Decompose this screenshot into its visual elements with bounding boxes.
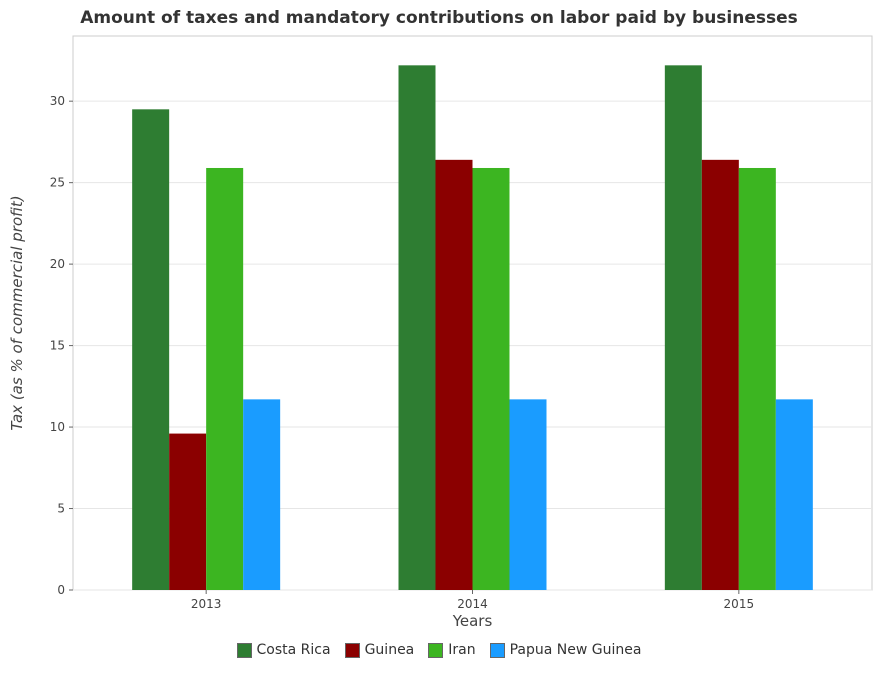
legend-item: Iran — [428, 642, 476, 658]
legend-item: Costa Rica — [236, 642, 331, 658]
x-tick-label: 2013 — [191, 597, 222, 611]
legend-item: Papua New Guinea — [489, 642, 642, 658]
bar — [664, 65, 702, 591]
y-tick-label: 15 — [50, 339, 65, 353]
bar — [132, 109, 170, 590]
legend-swatch — [344, 642, 360, 658]
legend-label: Guinea — [364, 642, 415, 658]
bar — [701, 159, 739, 590]
legend-label: Papua New Guinea — [509, 642, 642, 658]
chart-title: Amount of taxes and mandatory contributi… — [80, 8, 798, 28]
legend-label: Iran — [448, 642, 476, 658]
y-tick-label: 10 — [50, 420, 65, 434]
bar — [169, 433, 207, 590]
y-axis-label: Tax (as % of commercial profit) — [8, 195, 26, 430]
bar — [398, 65, 436, 591]
legend-swatch — [236, 642, 252, 658]
legend-swatch — [489, 642, 505, 658]
legend-label: Costa Rica — [256, 642, 331, 658]
y-tick-label: 30 — [50, 94, 65, 108]
bar — [472, 167, 510, 590]
bar — [243, 399, 281, 590]
x-axis-label: Years — [452, 612, 493, 630]
bar — [738, 167, 776, 590]
legend-item: Guinea — [344, 642, 415, 658]
bar — [206, 167, 244, 590]
y-tick-label: 25 — [50, 176, 65, 190]
y-tick-label: 0 — [57, 583, 65, 597]
legend-swatch — [428, 642, 444, 658]
x-tick-label: 2015 — [724, 597, 755, 611]
y-tick-label: 5 — [57, 502, 65, 516]
bar — [775, 399, 813, 590]
bar — [435, 159, 473, 590]
bar — [509, 399, 547, 590]
legend: Costa Rica Guinea Iran Papua New Guinea — [0, 642, 878, 658]
x-tick-label: 2014 — [457, 597, 488, 611]
y-tick-label: 20 — [50, 257, 65, 271]
